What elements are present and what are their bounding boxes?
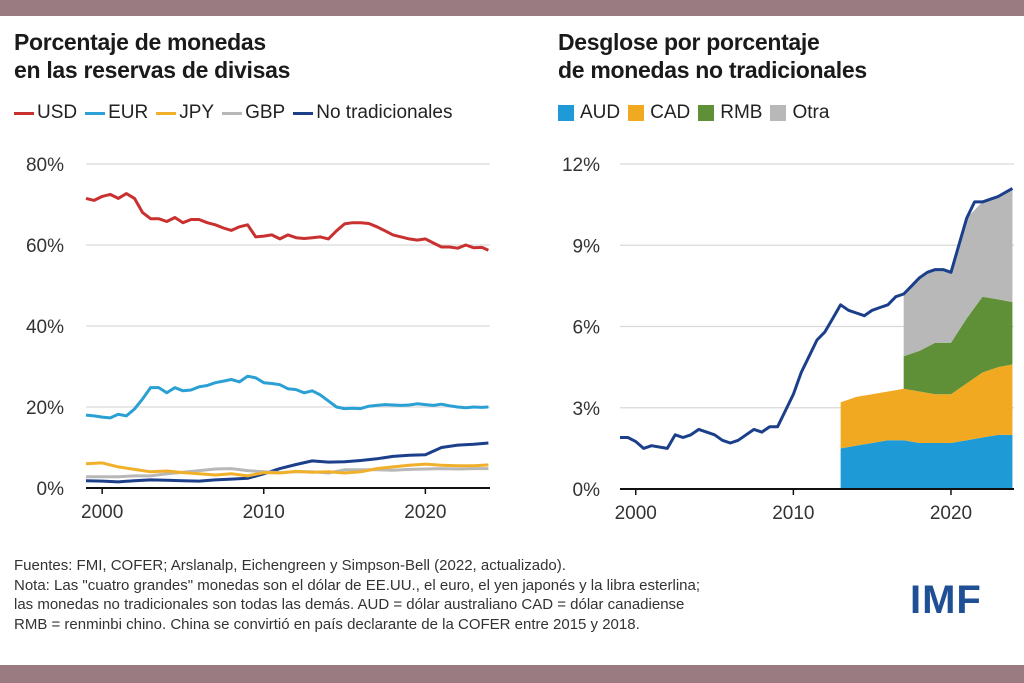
legend-label: CAD <box>650 102 691 123</box>
top-border <box>0 0 1024 16</box>
x-tick-label: 2000 <box>81 502 123 523</box>
note-line-1: Nota: Las "cuatro grandes" monedas son e… <box>14 576 701 594</box>
note-line-3: RMB = renminbi chino. China se convirtió… <box>14 615 640 633</box>
footnotes: Fuentes: FMI, COFER; Arslanalp, Eichengr… <box>14 556 700 634</box>
sources-text: Fuentes: FMI, COFER; Arslanalp, Eichengr… <box>14 557 566 574</box>
y-tick-label: 80% <box>26 155 64 176</box>
line-usd <box>85 192 490 252</box>
legend-item-jpy: JPY <box>156 102 214 124</box>
legend-item-cad: CAD <box>628 102 690 124</box>
legend-swatch <box>156 111 177 115</box>
x-tick-label: 2020 <box>404 502 446 523</box>
left-title-line1: Porcentaje de monedas <box>14 29 266 55</box>
left-chart-title: Porcentaje de monedas en las reservas de… <box>14 28 290 84</box>
y-tick-label: 6% <box>573 318 601 339</box>
legend-swatch <box>628 105 645 121</box>
x-tick-label: 2020 <box>930 503 972 524</box>
imf-logo: IMF <box>910 578 982 622</box>
note-line-2: las monedas no tradicionales son todas l… <box>14 596 685 613</box>
left-legend: USD EUR JPY GBP No tradicionales <box>14 102 452 124</box>
legend-item-no-tradicionales: No tradicionales <box>293 102 452 124</box>
legend-label: Otra <box>792 102 830 123</box>
y-tick-label: 20% <box>26 398 64 419</box>
left-title-line2: en las reservas de divisas <box>14 57 291 83</box>
legend-swatch <box>85 111 106 115</box>
legend-item-eur: EUR <box>85 102 148 124</box>
x-tick-label: 2010 <box>772 503 814 524</box>
legend-swatch <box>293 111 314 115</box>
y-tick-label: 40% <box>26 317 64 338</box>
legend-item-usd: USD <box>14 102 77 124</box>
y-tick-label: 0% <box>573 480 601 501</box>
right-legend: AUD CAD RMB Otra <box>558 102 829 124</box>
legend-item-rmb: RMB <box>698 102 762 124</box>
legend-label: USD <box>37 102 78 123</box>
y-tick-label: 9% <box>573 236 601 257</box>
area-cad <box>840 364 1013 449</box>
y-tick-label: 3% <box>573 399 601 420</box>
area-rmb <box>903 296 1013 395</box>
right-chart-title: Desglose por porcentaje de monedas no tr… <box>558 28 867 84</box>
legend-label: RMB <box>720 102 763 123</box>
area-aud <box>840 434 1013 489</box>
y-tick-label: 0% <box>37 479 65 500</box>
line-no-tradicionales <box>620 187 1014 450</box>
legend-label: JPY <box>179 102 215 123</box>
line-no-tradicionales <box>85 441 489 484</box>
x-tick-label: 2000 <box>615 503 657 524</box>
legend-label: EUR <box>108 102 149 123</box>
line-eur <box>85 374 489 420</box>
legend-swatch <box>222 111 243 115</box>
line-jpy <box>85 461 489 478</box>
bottom-border <box>0 665 1024 683</box>
legend-label: No tradicionales <box>316 102 453 123</box>
right-title-line2: de monedas no tradicionales <box>558 57 867 83</box>
legend-swatch <box>698 105 715 121</box>
legend-label: GBP <box>245 102 286 123</box>
legend-item-gbp: GBP <box>222 102 285 124</box>
y-tick-label: 12% <box>562 155 600 176</box>
y-tick-label: 60% <box>26 236 64 257</box>
legend-swatch <box>14 111 34 115</box>
right-title-line1: Desglose por porcentaje <box>558 29 820 55</box>
legend-item-otra: Otra <box>770 102 829 124</box>
legend-label: AUD <box>580 102 621 123</box>
area-otra <box>903 188 1013 357</box>
legend-swatch <box>770 105 787 121</box>
legend-item-aud: AUD <box>558 102 620 124</box>
legend-swatch <box>558 105 574 121</box>
x-tick-label: 2010 <box>243 502 285 523</box>
